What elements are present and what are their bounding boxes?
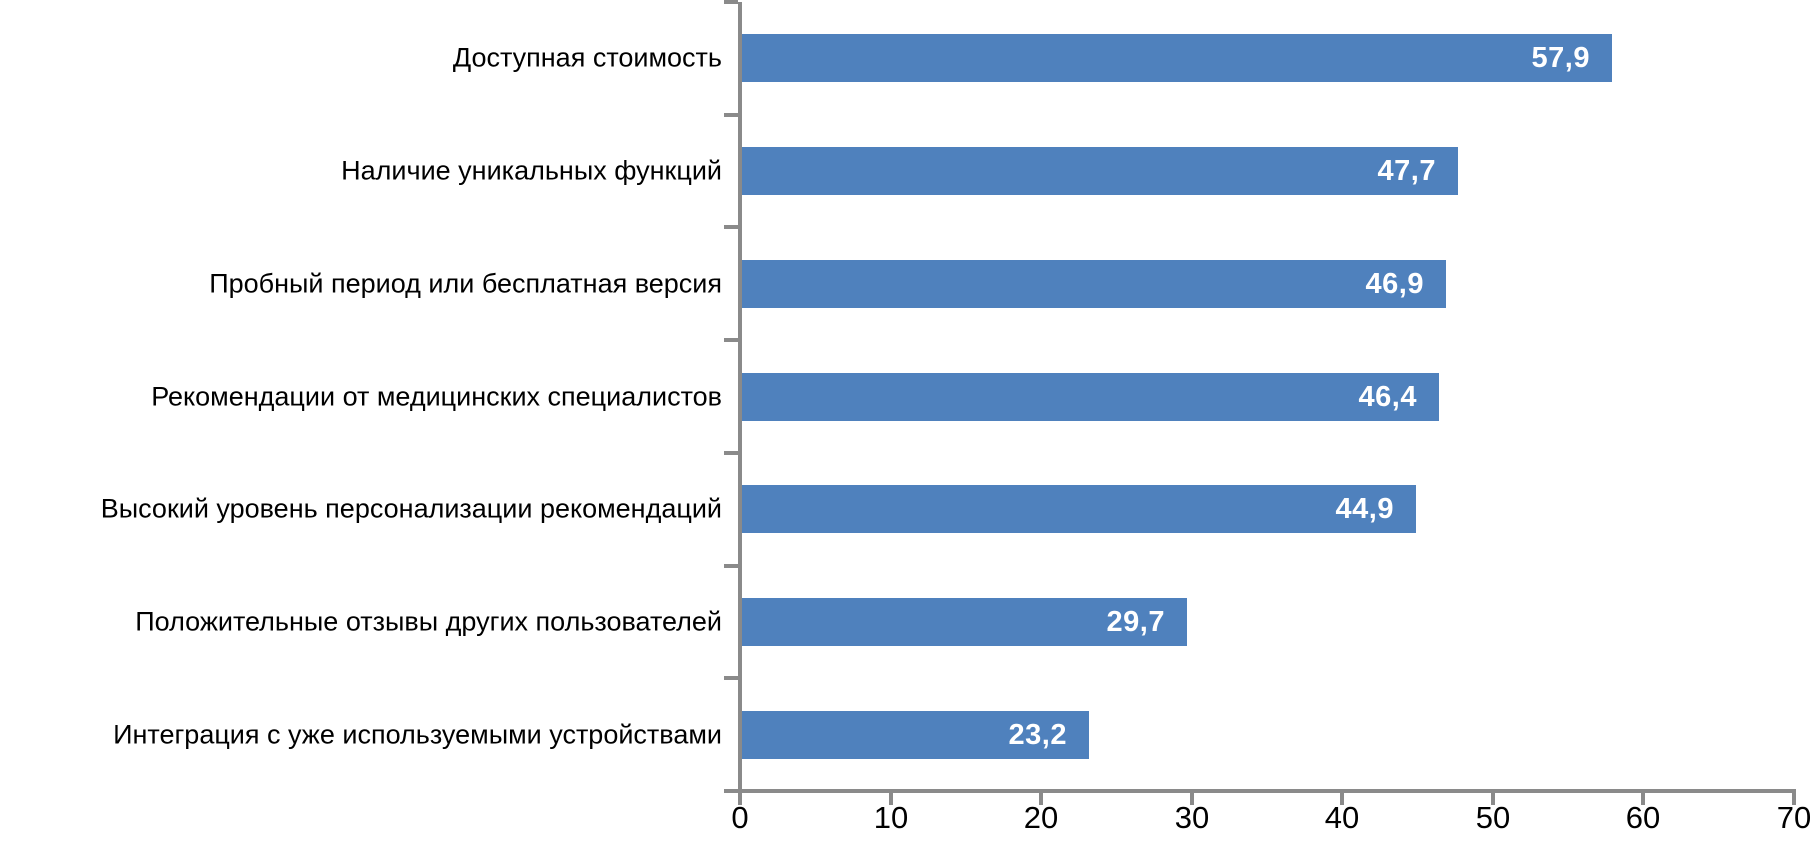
bar: 46,4: [742, 373, 1439, 421]
x-axis-tick-label: 40: [1324, 800, 1360, 835]
y-axis-tick: [724, 113, 738, 117]
bar: 29,7: [742, 598, 1187, 646]
bar: 57,9: [742, 34, 1612, 82]
x-axis-tick: [1190, 793, 1194, 805]
category-label: Рекомендации от медицинских специалистов: [151, 381, 722, 412]
x-axis-tick: [1491, 793, 1495, 805]
bar-value-label: 57,9: [1531, 41, 1590, 74]
x-axis-tick: [738, 793, 742, 805]
bar-value-label: 44,9: [1335, 492, 1394, 525]
x-axis-tick-label: 0: [731, 800, 749, 835]
x-axis-tick-label: 10: [873, 800, 909, 835]
x-axis-tick: [1641, 793, 1645, 805]
bar: 47,7: [742, 147, 1458, 195]
x-axis-tick-label: 60: [1625, 800, 1661, 835]
bar: 46,9: [742, 260, 1446, 308]
x-axis-tick: [889, 793, 893, 805]
category-label: Положительные отзывы других пользователе…: [135, 606, 722, 637]
category-label: Наличие уникальных функций: [341, 155, 722, 186]
y-axis-tick: [724, 451, 738, 455]
y-axis-line: [738, 2, 742, 803]
bar: 23,2: [742, 711, 1089, 759]
x-axis-line: [724, 789, 1796, 793]
x-axis-tick-label: 50: [1475, 800, 1511, 835]
category-label: Пробный период или бесплатная версия: [209, 268, 722, 299]
bar-value-label: 46,4: [1358, 380, 1417, 413]
x-axis-tick: [1340, 793, 1344, 805]
bar-value-label: 46,9: [1365, 267, 1424, 300]
y-axis-tick: [724, 676, 738, 680]
bar-value-label: 23,2: [1008, 718, 1067, 751]
category-label: Высокий уровень персонализации рекоменда…: [100, 493, 722, 524]
x-axis-tick: [1792, 793, 1796, 805]
y-axis-tick: [724, 225, 738, 229]
x-axis-tick-label: 30: [1174, 800, 1210, 835]
x-axis-tick-label: 70: [1776, 800, 1810, 835]
x-axis-tick-label: 20: [1023, 800, 1059, 835]
bar-value-label: 47,7: [1377, 154, 1436, 187]
y-axis-tick: [724, 564, 738, 568]
y-axis-tick: [724, 0, 738, 4]
y-axis-tick: [724, 338, 738, 342]
category-label: Доступная стоимость: [452, 42, 722, 73]
bar-value-label: 29,7: [1106, 605, 1165, 638]
bar: 44,9: [742, 485, 1416, 533]
x-axis-tick: [1039, 793, 1043, 805]
category-label: Интеграция с уже используемыми устройств…: [113, 719, 722, 750]
